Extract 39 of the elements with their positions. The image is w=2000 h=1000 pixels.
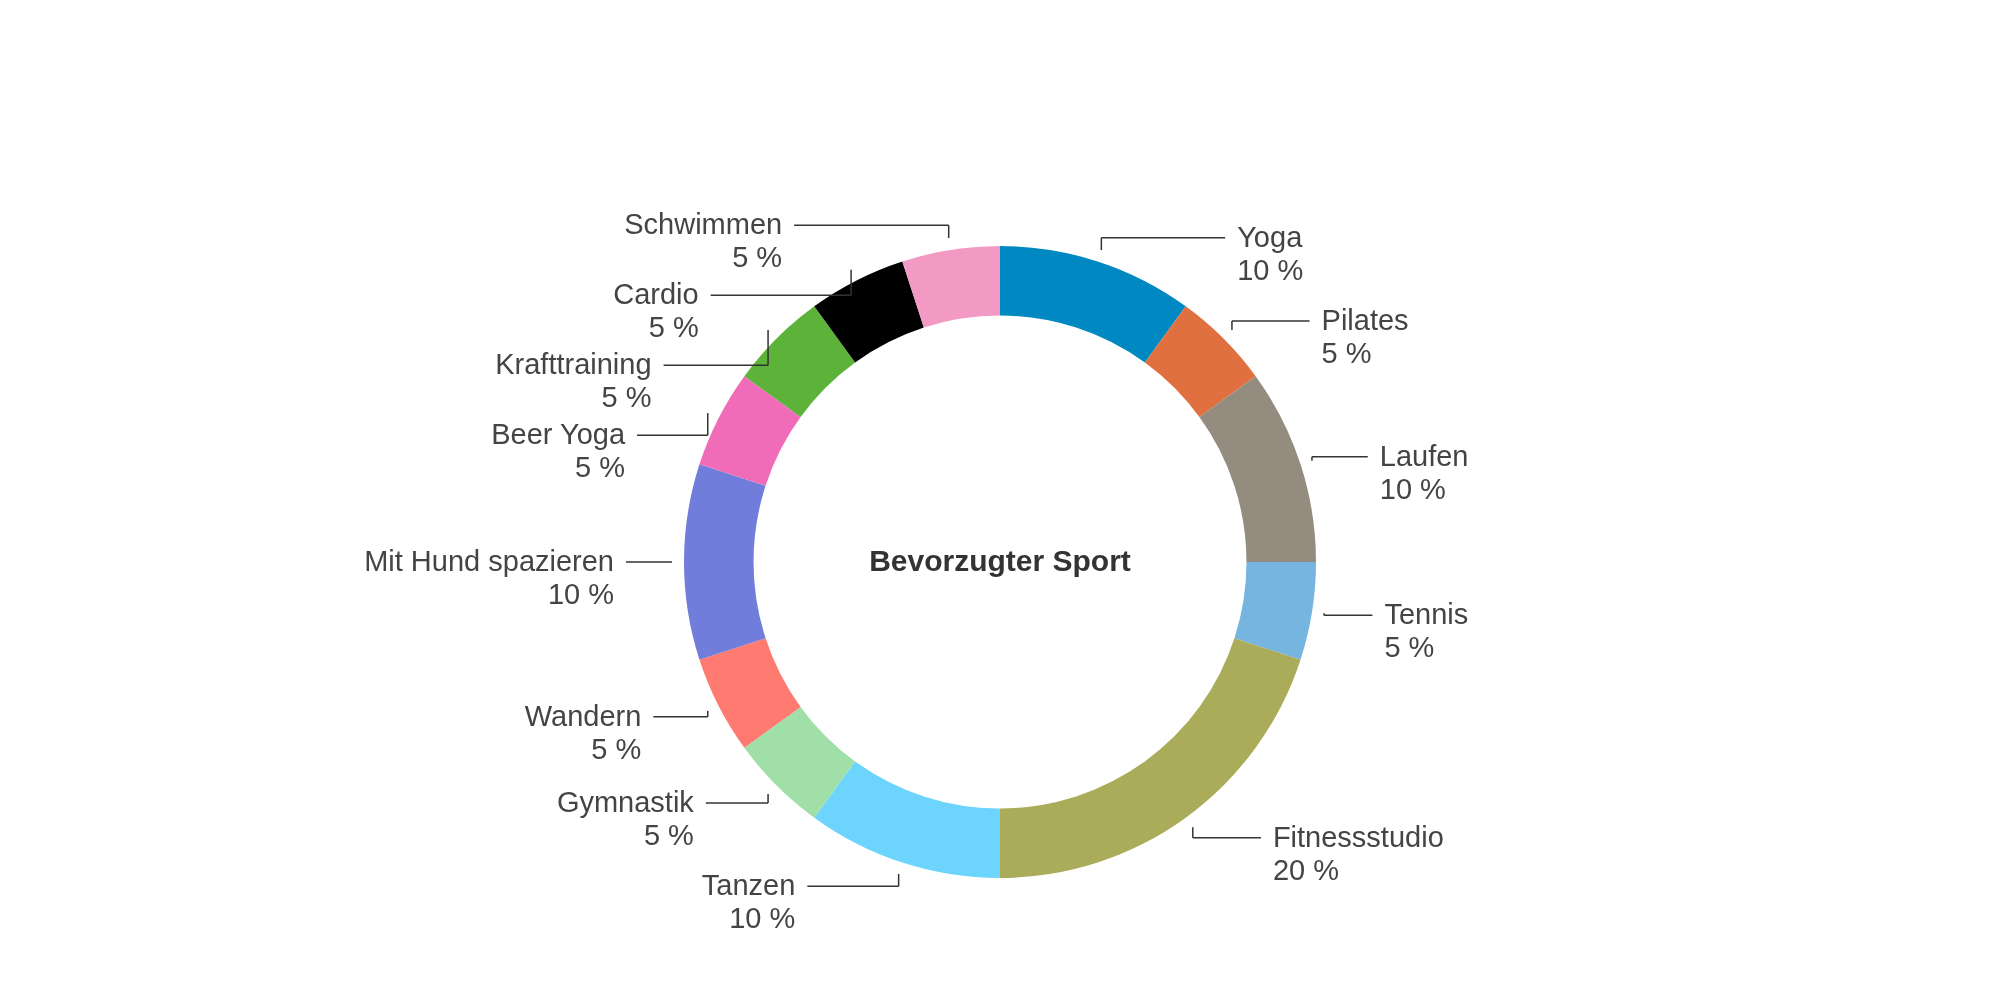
slice-label: Tennis: [1384, 598, 1469, 631]
slice-label: Yoga: [1237, 220, 1304, 253]
slice-label: Krafttraining: [495, 348, 652, 381]
data-label: 5 %: [601, 381, 652, 414]
data-label: 5 %: [1321, 336, 1372, 369]
slice-label: Mit Hund spazieren: [364, 545, 614, 577]
data-label: 10 %: [1379, 472, 1446, 505]
slice-label: Tanzen: [701, 869, 796, 902]
text: Bevorzugter Sport: [869, 544, 1131, 577]
donut-slice: [699, 638, 801, 748]
donut-slice: [699, 376, 801, 486]
slice-label: Wandern: [524, 699, 642, 732]
donut-slice: [1000, 246, 1186, 363]
data-label: 5 %: [1384, 631, 1435, 664]
donut-slice: [1199, 376, 1316, 562]
data-label: 10 %: [729, 902, 796, 935]
donut-slice: [814, 261, 924, 363]
data-label: 5 %: [643, 819, 694, 852]
data-label: 5 %: [591, 732, 642, 765]
data-label: 10 %: [1237, 253, 1304, 286]
data-label: 10 %: [547, 578, 614, 610]
data-label: 5 %: [648, 311, 699, 344]
data-label: 5 %: [575, 451, 626, 484]
donut-slice: [902, 246, 1000, 328]
slice-label: Schwimmen: [624, 208, 783, 241]
slice-label: Fitnessstudio: [1272, 820, 1444, 853]
slice-label: Pilates: [1321, 303, 1409, 336]
slice-label: Cardio: [613, 278, 699, 311]
donut-slice: [744, 306, 856, 418]
donut-slice: [1144, 306, 1256, 418]
donut-slice: [684, 464, 766, 660]
donut-slice: [1234, 562, 1316, 660]
data-label: 20 %: [1272, 853, 1340, 886]
data-label: 5 %: [732, 241, 783, 274]
slice-label: Gymnastik: [556, 786, 695, 819]
donut-slice: [814, 761, 1000, 878]
slice-label: Laufen: [1379, 439, 1469, 472]
slice-label: Beer Yoga: [491, 418, 626, 451]
donut-slice: [744, 706, 856, 818]
